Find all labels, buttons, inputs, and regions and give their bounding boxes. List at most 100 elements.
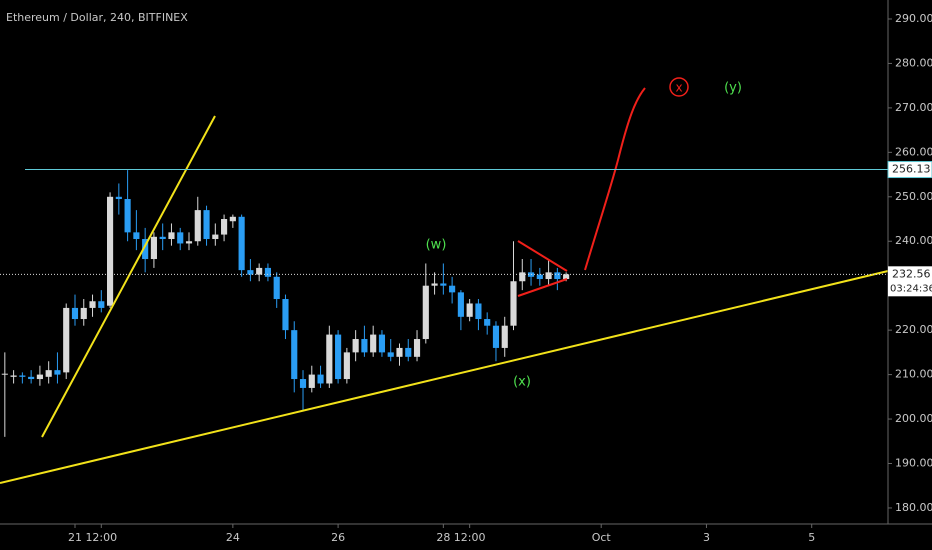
candle-body — [168, 232, 175, 240]
y-tick-label: 190.00 — [895, 457, 932, 470]
candle-body — [484, 319, 491, 326]
candle-body — [291, 330, 298, 380]
candle-body — [221, 219, 228, 235]
x-tick-label: 12:00 — [454, 531, 486, 544]
candle-body — [19, 375, 26, 377]
candle-body — [159, 236, 166, 240]
candle-body — [396, 347, 403, 357]
y-tick-label: 220.00 — [895, 323, 932, 336]
x-tick-label: 3 — [703, 531, 710, 544]
candle-body — [308, 374, 315, 388]
candle-body — [106, 196, 114, 306]
candle-body — [194, 210, 201, 242]
candle-body — [475, 303, 482, 320]
candle-body — [343, 352, 350, 380]
candle-body — [510, 281, 517, 326]
wave-label: (y) — [724, 81, 742, 96]
candle-body — [370, 334, 377, 353]
price-tag-label: 232.56 — [892, 267, 931, 280]
triangle-line — [517, 278, 568, 297]
candle-body — [71, 307, 79, 320]
candle-body — [229, 216, 236, 222]
candle-body — [115, 196, 122, 200]
x-tick-label: Oct — [592, 531, 612, 544]
wave-label: (x) — [513, 375, 531, 390]
countdown: 03:24:36 — [890, 283, 932, 294]
y-tick-label: 290.00 — [895, 12, 932, 25]
candle-body — [45, 370, 52, 377]
y-tick-label: 260.00 — [895, 145, 932, 158]
candle-body — [282, 299, 289, 331]
candle-body — [1, 373, 8, 375]
y-tick-label: 210.00 — [895, 368, 932, 381]
wave-label: x — [675, 81, 682, 95]
candle-body — [36, 374, 43, 380]
candle-body — [405, 347, 412, 357]
candle-body — [326, 334, 333, 384]
wave-circle — [669, 77, 689, 97]
candle-body — [80, 307, 87, 320]
candle-body — [212, 234, 219, 240]
candle-body — [10, 375, 17, 377]
candle-body — [89, 301, 96, 308]
x-tick-label: 24 — [226, 531, 240, 544]
candle-body — [440, 283, 447, 286]
candle-body — [28, 376, 35, 380]
candle-body — [378, 334, 386, 353]
projection-path — [584, 87, 646, 271]
candle-body — [247, 270, 254, 275]
candle-body — [554, 272, 561, 280]
candle-body — [352, 339, 359, 353]
candles — [1, 170, 570, 437]
candle-body — [133, 232, 140, 240]
candle-body — [492, 325, 500, 348]
candle-body — [466, 303, 473, 317]
price-tag — [887, 161, 932, 179]
x-tick-label: 5 — [808, 531, 815, 544]
candle-body — [501, 325, 508, 348]
candle-body — [238, 216, 245, 271]
y-tick-label: 280.00 — [895, 56, 932, 69]
candle-body — [536, 274, 543, 280]
candle-body — [519, 272, 526, 282]
price-tag — [888, 266, 932, 297]
y-tick-label: 200.00 — [895, 412, 932, 425]
triangle-line — [517, 240, 568, 272]
candle-body — [413, 339, 421, 357]
candle-body — [431, 283, 438, 286]
candle-body — [317, 374, 324, 384]
candle-body — [457, 292, 464, 317]
candle-body — [142, 239, 149, 260]
candle-body — [177, 232, 184, 244]
x-tick-label: 12:00 — [85, 531, 117, 544]
candle-body — [264, 267, 272, 277]
x-tick-label: 26 — [331, 531, 345, 544]
x-tick-label: 21 — [68, 531, 82, 544]
candle-body — [387, 352, 394, 357]
chart-title: Ethereum / Dollar, 240, BITFINEX — [6, 11, 188, 24]
y-tick-label: 240.00 — [895, 234, 932, 247]
candle-body — [150, 236, 157, 260]
candle-body — [185, 241, 193, 244]
candle-body — [299, 379, 307, 388]
candle-body — [273, 276, 280, 300]
candle-body — [54, 370, 61, 375]
y-tick-label: 250.00 — [895, 190, 932, 203]
y-tick-label: 180.00 — [895, 501, 932, 514]
candle-body — [449, 285, 456, 293]
candle-body — [203, 210, 210, 240]
candle-body — [563, 274, 570, 280]
y-tick-label: 270.00 — [895, 101, 932, 114]
trend-line — [0, 270, 889, 484]
price-tag-label: 256.13 — [892, 163, 931, 176]
candle-body — [124, 199, 131, 233]
candle-body — [545, 272, 552, 280]
candle-body — [361, 339, 368, 353]
candle-body — [422, 285, 429, 340]
x-tick-label: 28 — [436, 531, 450, 544]
candle-body — [63, 307, 70, 373]
candle-body — [98, 301, 105, 308]
candle-body — [335, 334, 342, 380]
candle-body — [256, 267, 263, 275]
